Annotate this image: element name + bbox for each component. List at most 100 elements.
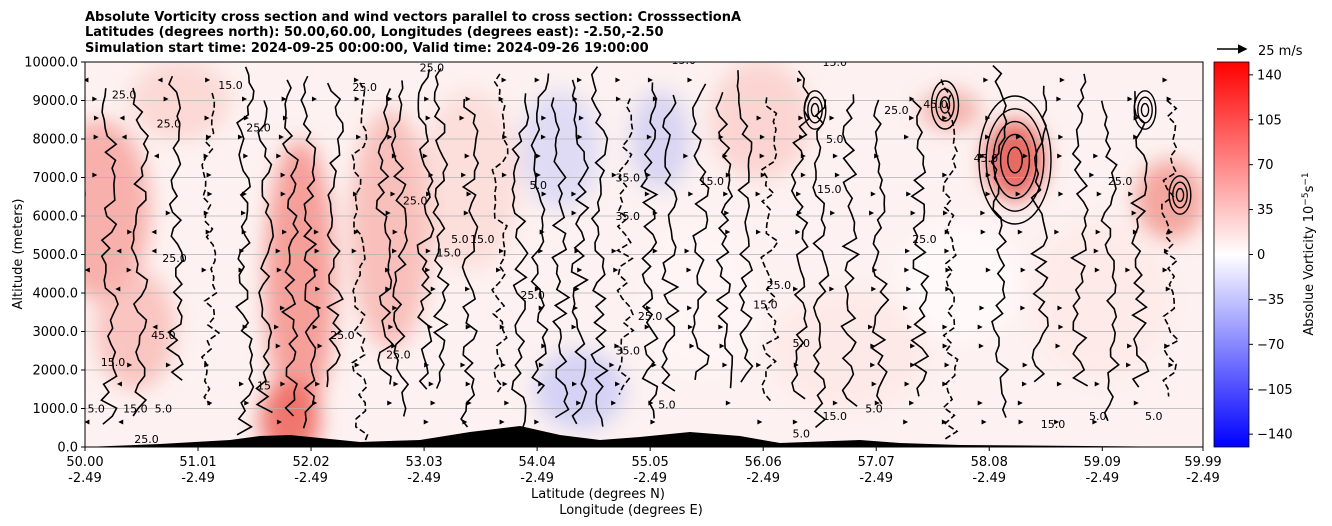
wind-vector-121 [1128, 191, 1134, 197]
wind-vector-245 [978, 343, 984, 349]
x-tick-label-lon-7: -2.49 [859, 471, 893, 486]
quiver-key-label: 25 m/s [1258, 44, 1303, 59]
wind-vector-211 [573, 305, 579, 311]
contour-line-31 [870, 99, 890, 405]
x-tick-label-lon-9: -2.49 [1085, 471, 1119, 486]
wind-vector-173 [1163, 248, 1169, 254]
contour-line-26 [736, 70, 754, 383]
title-line-2: Latitudes (degrees north): 50.00,60.00, … [85, 25, 664, 40]
wind-vector-17 [281, 96, 287, 102]
contour-ring-0-2 [999, 133, 1031, 187]
wind-vector-258 [609, 362, 615, 368]
wind-vector-282 [942, 381, 948, 387]
wind-vector-159 [275, 248, 281, 254]
wind-vector-234 [1058, 324, 1064, 330]
contour-line-18 [550, 97, 571, 419]
y-tick-label-3: 3000.0 [33, 325, 79, 340]
wind-vector-147 [755, 229, 761, 235]
wind-vector-238 [541, 343, 547, 349]
wind-vector-179 [313, 267, 319, 273]
wind-vector-43 [909, 115, 915, 121]
wind-vector-129 [724, 210, 730, 216]
contour-lines [100, 65, 1192, 444]
wind-vector-45 [985, 115, 991, 121]
wind-vector-278 [572, 381, 578, 387]
wind-vector-220 [274, 324, 280, 330]
wind-vector-33 [204, 115, 210, 121]
wind-vector-89 [501, 172, 507, 178]
wind-vector-162 [391, 248, 397, 254]
wind-vector-140 [241, 229, 247, 235]
wind-vector-76 [759, 153, 765, 159]
wind-vector-125 [385, 210, 391, 216]
wind-vector-190 [1020, 267, 1026, 273]
field-blob-8 [630, 90, 690, 190]
contour-line-30 [840, 94, 861, 407]
wind-vector-109 [571, 191, 577, 197]
wind-vector-102 [241, 191, 247, 197]
contour-line-14 [460, 98, 480, 428]
wind-vector-271 [280, 381, 286, 387]
wind-vector-85 [206, 172, 212, 178]
wind-vector-131 [830, 210, 836, 216]
y-tick-label-8: 8000.0 [33, 133, 79, 148]
wind-vector-110 [644, 191, 650, 197]
wind-vector-40 [756, 115, 762, 121]
wind-vector-96 [834, 172, 840, 178]
wind-vector-150 [980, 229, 986, 235]
wind-vector-214 [903, 305, 909, 311]
wind-vector-312 [792, 419, 798, 425]
contour-label-4: 25.0 [353, 81, 378, 94]
wind-vector-126 [463, 210, 469, 216]
wind-vector-269 [116, 381, 122, 387]
wind-vector-283 [1022, 381, 1028, 387]
contour-label-46: 15.0 [1041, 418, 1066, 431]
contour-label-43: 15.0 [823, 410, 848, 423]
contour-label-16: 15.0 [699, 175, 724, 188]
wind-vector-241 [719, 343, 725, 349]
wind-vector-51 [278, 134, 284, 140]
wind-vector-181 [425, 267, 431, 273]
wind-vector-266 [1022, 362, 1028, 368]
wind-vector-27 [909, 96, 915, 102]
contour-labels: 25.0 25.0 15.0 25.0 25.0 25.0 15.0 15.0 15.0 15.0… [87, 62, 1162, 446]
colorbar-tick-label-1: 105 [1257, 113, 1282, 128]
wind-vector-280 [871, 381, 877, 387]
wind-vector-317 [1054, 419, 1060, 425]
wind-vector-169 [684, 248, 690, 254]
contour-line-38 [1130, 91, 1150, 388]
field-blob-17 [900, 220, 1020, 340]
wind-vector-259 [651, 362, 657, 368]
wind-vector-53 [387, 134, 393, 140]
wind-vector-135 [980, 210, 986, 216]
field-blob-4 [350, 110, 430, 350]
wind-vector-202 [829, 286, 835, 292]
contour-label-0: 25.0 [112, 89, 137, 102]
wind-vector-262 [793, 362, 799, 368]
wind-vector-118 [1015, 191, 1021, 197]
contour-line-22 [640, 82, 659, 419]
field-blob-13 [130, 62, 230, 140]
wind-vector-175 [126, 267, 132, 273]
contour-label-42: 5.0 [658, 399, 676, 412]
wind-vector-139 [205, 229, 211, 235]
wind-vector-134 [942, 210, 948, 216]
contour-line-36 [1070, 73, 1089, 387]
wind-vector-50 [237, 134, 243, 140]
wind-vector-303 [85, 419, 90, 425]
wind-vector-166 [574, 248, 580, 254]
vorticity-field [85, 62, 1203, 447]
wind-vector-244 [942, 343, 948, 349]
wind-vector-287 [244, 400, 250, 406]
colorbar-tick-label-4: 0 [1257, 248, 1265, 263]
y-tick-label-0: 0.0 [57, 441, 78, 456]
wind-vector-152 [1054, 229, 1060, 235]
contour-line-27 [760, 97, 780, 402]
wind-vector-87 [428, 172, 434, 178]
wind-vector-210 [538, 305, 544, 311]
contour-line-29 [812, 99, 830, 429]
wind-vector-225 [499, 324, 505, 330]
wind-vector-39 [578, 115, 584, 121]
wind-vector-254 [424, 362, 430, 368]
wind-vector-232 [942, 324, 948, 330]
